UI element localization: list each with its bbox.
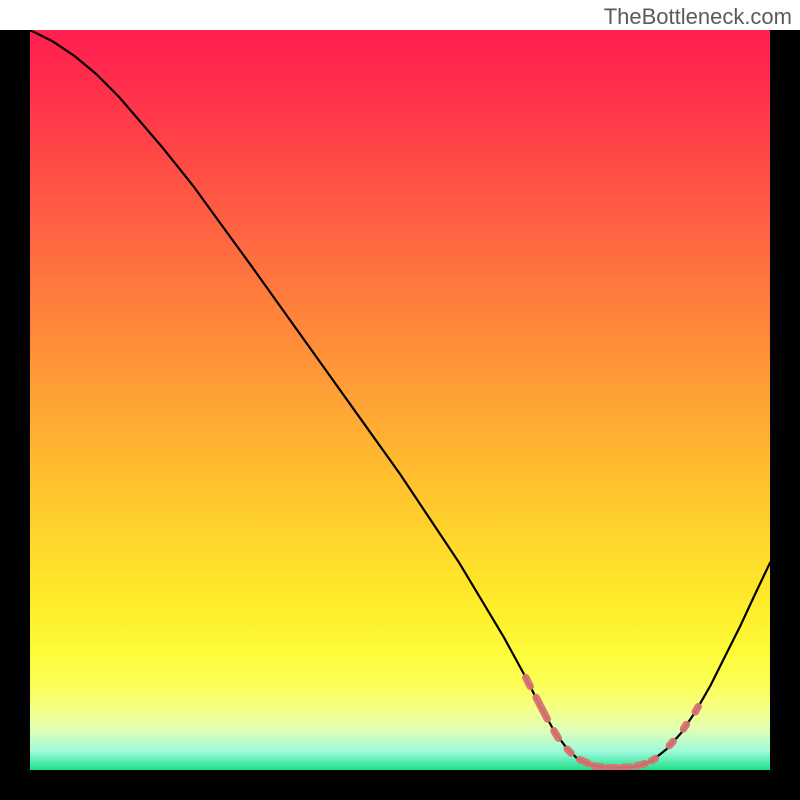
chart-container: TheBottleneck.com: [0, 0, 800, 800]
marker-segment: [554, 731, 558, 738]
plot-area: [30, 30, 770, 770]
frame-right: [770, 30, 800, 770]
marker-segment: [652, 759, 656, 761]
marker-segment: [669, 742, 673, 746]
marker-segment: [594, 766, 602, 767]
marker-segment: [622, 767, 630, 768]
marker-segment: [580, 760, 588, 764]
marker-segment: [567, 749, 571, 753]
marker-segment: [526, 678, 530, 687]
watermark-text: TheBottleneck.com: [604, 4, 792, 30]
marker-segment: [637, 764, 645, 766]
marker-segment: [695, 707, 698, 712]
marker-segment: [683, 724, 686, 728]
top-bar: TheBottleneck.com: [0, 0, 800, 30]
frame-bottom: [30, 770, 800, 800]
frame-left: [0, 30, 30, 800]
gradient-background: [30, 30, 770, 770]
gradient-chart-svg: [30, 30, 770, 770]
